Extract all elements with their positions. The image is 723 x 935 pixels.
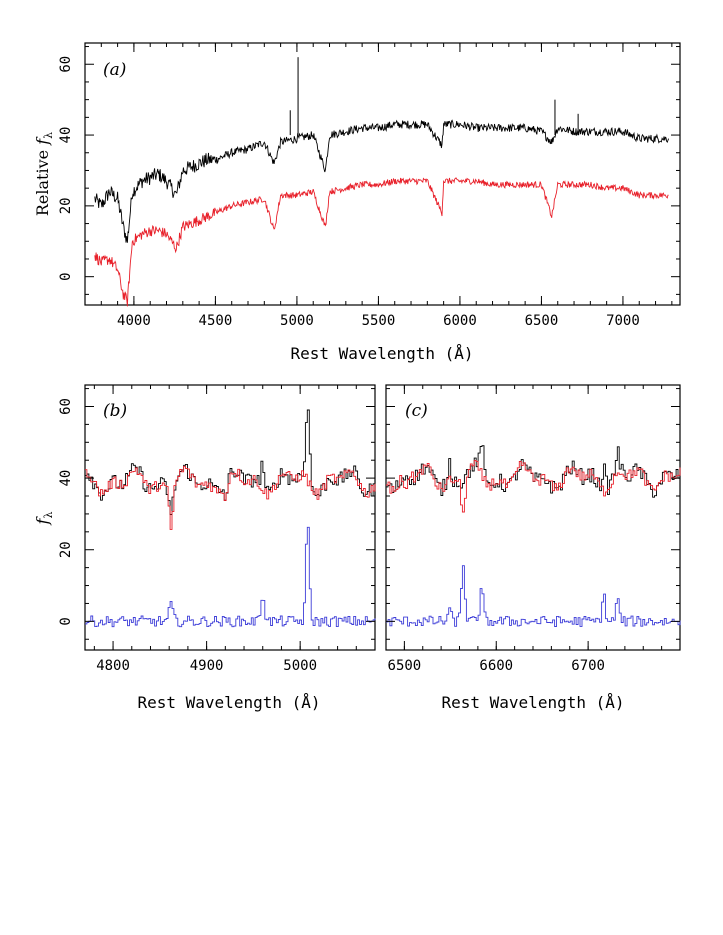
panel-b-frame	[84, 384, 376, 651]
panel-c-label: (c)	[405, 401, 428, 421]
panel-b: 4800 4900 5000 0 20 40 60 (b) Rest Wavelength …	[33, 384, 376, 712]
panel-a-ticks: 4000 4500 5000 5500 6000 6500 7000 0 20 40 60	[58, 43, 680, 329]
panel-c-series-observed	[386, 445, 681, 498]
panel-b-ylabel-sub: λ	[42, 512, 55, 519]
panel-a-ytick-label: 60	[58, 56, 74, 73]
panel-c: 6500 6600 6700 (c) Rest Wavelength (Å)	[385, 384, 681, 712]
panel-a-xtick-label: 5500	[362, 313, 396, 329]
panel-b-xtick-label: 4800	[96, 658, 130, 674]
panel-b-xlabel: Rest Wavelength (Å)	[137, 693, 320, 712]
panel-a-xtick-label: 4000	[117, 313, 151, 329]
panel-b-series	[85, 409, 376, 628]
panel-a-ytick-label: 0	[58, 272, 74, 280]
panel-a-xlabel: Rest Wavelength (Å)	[290, 344, 473, 363]
panel-a-ylabel-sub: λ	[42, 132, 55, 139]
panel-a-frame	[84, 42, 681, 306]
panel-c-xlabel: Rest Wavelength (Å)	[441, 693, 624, 712]
panel-c-series-model	[386, 459, 681, 513]
panel-b-ylabel: fλ	[33, 512, 55, 526]
panel-a-xtick-label: 5000	[280, 313, 314, 329]
panel-b-ticks: 4800 4900 5000 0 20 40 60	[58, 385, 376, 674]
panel-a-ytick-label: 40	[58, 127, 74, 144]
panel-b-ytick-label: 40	[58, 470, 74, 487]
panel-b-ylabel-f: f	[33, 515, 52, 525]
panel-a-label: (a)	[103, 60, 126, 80]
panel-a-series-observed	[94, 119, 670, 243]
panel-c-xtick-label: 6700	[571, 658, 605, 674]
panel-c-series	[386, 445, 681, 627]
panel-b-xtick-label: 5000	[283, 658, 317, 674]
panel-a-ytick-label: 20	[58, 197, 74, 214]
panel-a-xtick-label: 6000	[443, 313, 477, 329]
panel-b-xtick-label: 4900	[190, 658, 224, 674]
panel-b-ytick-label: 0	[58, 617, 74, 625]
panel-b-ytick-label: 20	[58, 541, 74, 558]
panel-a-series-model	[94, 177, 669, 307]
panel-c-ticks: 6500 6600 6700	[385, 385, 681, 674]
panel-c-series-residual	[386, 565, 681, 627]
panel-b-series-residual	[85, 526, 376, 628]
panel-a-xtick-label: 4500	[199, 313, 233, 329]
panel-a-ylabel-main: Relative	[33, 145, 52, 216]
panel-b-label: (b)	[103, 401, 127, 421]
panel-a-ylabel-f: f	[33, 136, 52, 146]
panel-c-xtick-label: 6600	[479, 658, 513, 674]
panel-b-series-model	[85, 465, 376, 530]
panel-a-ylabel: Relative fλ	[33, 132, 55, 216]
panel-c-frame	[385, 384, 681, 651]
panel-a-xtick-label: 7000	[606, 313, 640, 329]
panel-a-series	[94, 57, 670, 307]
panel-c-xtick-label: 6500	[388, 658, 422, 674]
panel-a-xtick-label: 6500	[525, 313, 559, 329]
panel-b-series-observed	[85, 409, 376, 515]
panel-b-ytick-label: 60	[58, 398, 74, 415]
